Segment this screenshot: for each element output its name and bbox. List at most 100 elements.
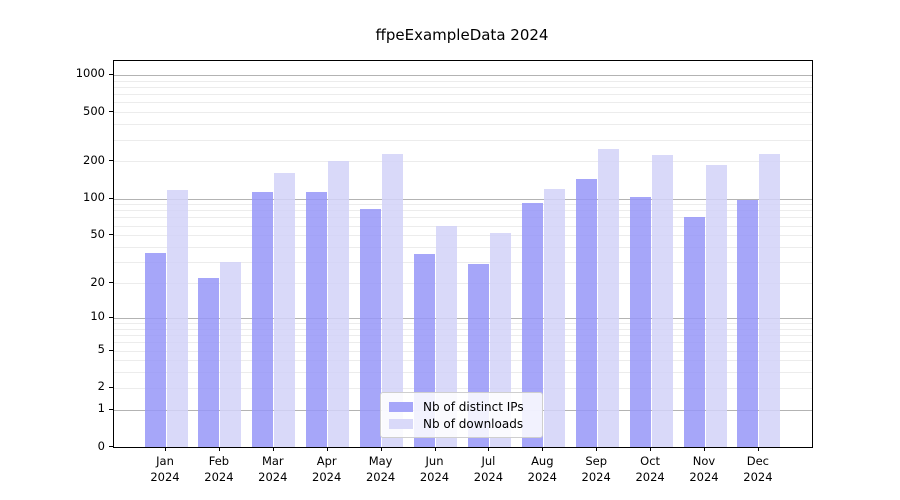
y-tick-label-200: 200 bbox=[83, 152, 105, 167]
bar-downloads-nov bbox=[705, 165, 727, 447]
gridline-minor-500 bbox=[114, 112, 812, 114]
bar-ips-oct bbox=[629, 197, 651, 447]
gridline-minor-9 bbox=[114, 323, 812, 324]
y-tick-5 bbox=[109, 349, 113, 351]
gridline-minor-40 bbox=[114, 247, 812, 248]
gridline-major-1000 bbox=[114, 74, 812, 76]
bar-ips-aug bbox=[521, 202, 543, 447]
x-tick-label-feb: Feb 2024 bbox=[204, 454, 234, 484]
gridline-minor-50 bbox=[114, 235, 812, 237]
y-tick-2 bbox=[109, 386, 113, 388]
legend-entry-distinct-ips: Nb of distinct IPs bbox=[389, 398, 534, 415]
y-tick-100 bbox=[109, 197, 113, 199]
legend: Nb of distinct IPs Nb of downloads bbox=[380, 392, 543, 438]
x-tick-nov bbox=[704, 447, 705, 451]
gridline-minor-900 bbox=[114, 80, 812, 82]
x-tick-apr bbox=[326, 447, 328, 451]
gridline-minor-20 bbox=[114, 283, 812, 284]
x-tick-mar bbox=[272, 447, 274, 451]
gridline-minor-70 bbox=[114, 217, 812, 219]
y-tick-label-500: 500 bbox=[83, 103, 105, 118]
x-tick-label-mar: Mar 2024 bbox=[258, 454, 288, 484]
x-tick-jan bbox=[165, 447, 166, 451]
y-tick-200 bbox=[109, 160, 113, 162]
y-tick-50 bbox=[109, 234, 113, 236]
gridline-minor-5 bbox=[114, 350, 812, 352]
gridline-major-100 bbox=[114, 198, 812, 200]
bar-ips-may bbox=[360, 209, 382, 447]
y-tick-label-2: 2 bbox=[97, 379, 105, 394]
plot-area bbox=[113, 60, 813, 448]
bar-ips-nov bbox=[683, 216, 705, 447]
legend-swatch-distinct-ips bbox=[389, 401, 413, 412]
x-tick-dec bbox=[757, 447, 759, 451]
bar-ips-feb bbox=[198, 278, 220, 447]
y-tick-1 bbox=[109, 408, 113, 410]
bar-downloads-sep bbox=[597, 149, 619, 447]
gridline-minor-300 bbox=[114, 139, 812, 141]
x-tick-label-jan: Jan 2024 bbox=[150, 454, 180, 484]
x-tick-label-oct: Oct 2024 bbox=[635, 454, 665, 484]
y-tick-label-1: 1 bbox=[97, 401, 105, 416]
bar-downloads-dec bbox=[759, 153, 781, 447]
x-tick-jul bbox=[488, 447, 490, 451]
y-tick-20 bbox=[109, 282, 113, 283]
gridline-minor-3 bbox=[114, 372, 812, 374]
x-tick-label-may: May 2024 bbox=[365, 454, 396, 484]
gridline-minor-600 bbox=[114, 102, 812, 104]
y-tick-label-0: 0 bbox=[97, 438, 105, 453]
y-tick-label-100: 100 bbox=[83, 190, 105, 204]
x-tick-label-sep: Sep 2024 bbox=[581, 454, 611, 484]
gridline-minor-6 bbox=[114, 342, 812, 344]
gridline-minor-30 bbox=[114, 262, 812, 264]
bar-downloads-aug bbox=[543, 189, 565, 447]
gridline-minor-8 bbox=[114, 328, 812, 330]
x-tick-feb bbox=[218, 447, 220, 451]
y-tick-500 bbox=[109, 111, 113, 113]
bar-downloads-mar bbox=[274, 173, 296, 447]
x-tick-label-aug: Aug 2024 bbox=[527, 454, 557, 484]
bar-ips-mar bbox=[252, 191, 274, 447]
gridline-minor-800 bbox=[114, 86, 812, 88]
bar-ips-sep bbox=[575, 178, 597, 447]
bar-downloads-feb bbox=[220, 262, 242, 447]
x-tick-jun bbox=[434, 447, 436, 451]
gridline-major-10 bbox=[114, 317, 812, 319]
bar-ips-jan bbox=[144, 252, 166, 447]
x-tick-label-nov: Nov 2024 bbox=[689, 454, 719, 484]
gridline-minor-4 bbox=[114, 360, 812, 362]
x-tick-label-dec: Dec 2024 bbox=[743, 454, 773, 484]
x-tick-label-jun: Jun 2024 bbox=[419, 454, 450, 484]
x-tick-label-apr: Apr 2024 bbox=[312, 454, 342, 484]
bar-ips-dec bbox=[737, 199, 759, 447]
y-tick-label-5: 5 bbox=[97, 342, 105, 356]
bar-downloads-oct bbox=[651, 154, 673, 447]
legend-label-distinct-ips: Nb of distinct IPs bbox=[423, 399, 524, 414]
bar-downloads-jun bbox=[436, 225, 457, 447]
bar-downloads-may bbox=[382, 153, 404, 447]
y-tick-1000 bbox=[109, 73, 113, 75]
y-tick-label-50: 50 bbox=[90, 226, 105, 241]
legend-swatch-downloads bbox=[389, 418, 413, 429]
y-tick-10 bbox=[109, 316, 113, 318]
x-tick-may bbox=[380, 447, 382, 451]
legend-entry-downloads: Nb of downloads bbox=[389, 415, 534, 432]
x-tick-label-jul: Jul 2024 bbox=[473, 454, 504, 484]
bar-downloads-apr bbox=[328, 161, 350, 447]
y-tick-label-10: 10 bbox=[90, 309, 105, 324]
gridline-minor-90 bbox=[114, 204, 812, 206]
gridline-minor-400 bbox=[114, 124, 812, 126]
y-tick-label-20: 20 bbox=[90, 274, 105, 289]
y-tick-label-1000: 1000 bbox=[75, 66, 105, 81]
x-tick-oct bbox=[650, 447, 652, 451]
gridline-minor-200 bbox=[114, 161, 812, 163]
x-tick-sep bbox=[596, 447, 598, 451]
bar-ips-apr bbox=[306, 191, 328, 447]
gridline-minor-700 bbox=[114, 94, 812, 96]
gridline-minor-7 bbox=[114, 335, 812, 336]
y-tick-0 bbox=[109, 446, 113, 447]
legend-label-downloads: Nb of downloads bbox=[423, 416, 524, 431]
gridline-minor-2 bbox=[114, 387, 812, 389]
gridline-minor-60 bbox=[114, 225, 812, 227]
